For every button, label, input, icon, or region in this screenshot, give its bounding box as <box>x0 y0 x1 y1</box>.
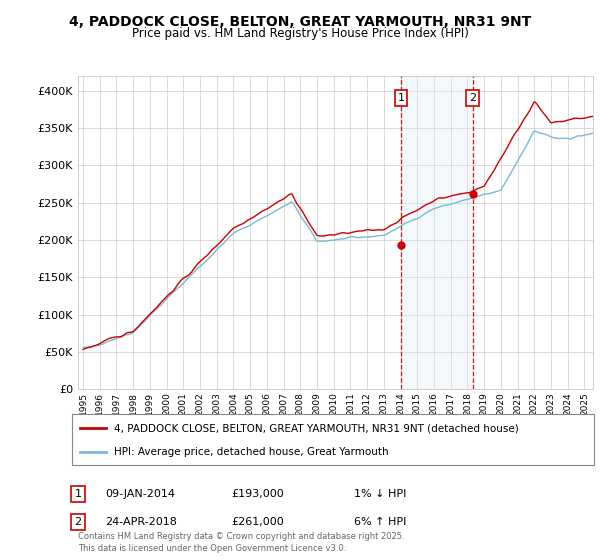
Text: 1: 1 <box>398 93 404 103</box>
Text: 09-JAN-2014: 09-JAN-2014 <box>105 489 175 499</box>
Text: HPI: Average price, detached house, Great Yarmouth: HPI: Average price, detached house, Grea… <box>114 447 388 457</box>
Text: 4, PADDOCK CLOSE, BELTON, GREAT YARMOUTH, NR31 9NT (detached house): 4, PADDOCK CLOSE, BELTON, GREAT YARMOUTH… <box>114 423 518 433</box>
Text: 1: 1 <box>74 489 82 499</box>
Text: 24-APR-2018: 24-APR-2018 <box>105 517 177 527</box>
Text: Price paid vs. HM Land Registry's House Price Index (HPI): Price paid vs. HM Land Registry's House … <box>131 27 469 40</box>
Text: 6% ↑ HPI: 6% ↑ HPI <box>354 517 406 527</box>
Bar <box>401 76 473 389</box>
Text: 4, PADDOCK CLOSE, BELTON, GREAT YARMOUTH, NR31 9NT: 4, PADDOCK CLOSE, BELTON, GREAT YARMOUTH… <box>69 15 531 29</box>
Text: 1% ↓ HPI: 1% ↓ HPI <box>354 489 406 499</box>
Text: Contains HM Land Registry data © Crown copyright and database right 2025.
This d: Contains HM Land Registry data © Crown c… <box>78 533 404 553</box>
Text: 2: 2 <box>469 93 476 103</box>
Text: £193,000: £193,000 <box>231 489 284 499</box>
Text: 2: 2 <box>74 517 82 527</box>
Text: £261,000: £261,000 <box>231 517 284 527</box>
